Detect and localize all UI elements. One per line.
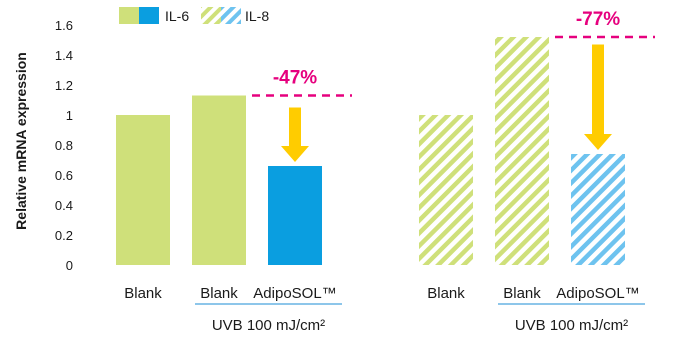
legend: IL-6 IL-8 [119, 7, 269, 24]
bar-il-6-2 [268, 166, 322, 265]
y-tick-label: 0.8 [55, 138, 73, 153]
group-label: UVB 100 mJ/cm² [515, 317, 628, 334]
arrow-shaft [289, 107, 301, 146]
group-label: UVB 100 mJ/cm² [212, 317, 325, 334]
category-label: AdipoSOL™ [253, 285, 336, 302]
bar-il-8-2 [571, 154, 625, 265]
legend-swatch-il6-light [119, 7, 139, 24]
category-label: AdipoSOL™ [556, 285, 639, 302]
legend-swatch-il8-dark [221, 7, 241, 24]
category-label: Blank [124, 285, 162, 302]
y-axis-ticks: 0 0.2 0.4 0.6 0.8 1 1.2 1.4 1.6 [55, 18, 73, 273]
category-label: Blank [503, 285, 541, 302]
legend-swatch-il8-light [201, 7, 221, 24]
legend-swatch-il6-dark [139, 7, 159, 24]
y-tick-label: 1.4 [55, 48, 73, 63]
arrow-shaft [592, 44, 604, 134]
y-tick-label: 1.6 [55, 18, 73, 33]
arrow-head [281, 146, 309, 162]
y-tick-label: 0.6 [55, 168, 73, 183]
bar-il-6-0 [116, 115, 170, 265]
y-tick-label: 1.2 [55, 78, 73, 93]
y-tick-label: 0.2 [55, 228, 73, 243]
category-label: Blank [427, 285, 465, 302]
y-tick-label: 0 [66, 258, 73, 273]
annotations: -47% -77% [252, 9, 655, 162]
y-axis-label: Relative mRNA expression [13, 52, 29, 230]
legend-label-il6: IL-6 [165, 8, 189, 24]
arrow-head [584, 134, 612, 150]
y-tick-label: 1 [66, 108, 73, 123]
percent-change-label: -47% [273, 68, 317, 89]
bar-il-8-0 [419, 115, 473, 265]
bars [116, 37, 625, 265]
legend-label-il8: IL-8 [245, 8, 269, 24]
group-brackets: UVB 100 mJ/cm² UVB 100 mJ/cm² [195, 303, 645, 334]
y-tick-label: 0.4 [55, 198, 73, 213]
category-label: Blank [200, 285, 238, 302]
bar-il-6-1 [192, 95, 246, 265]
percent-change-label: -77% [576, 9, 620, 30]
x-axis-labels: Blank Blank AdipoSOL™ Blank Blank AdipoSOL™ [124, 285, 639, 302]
bar-il-8-1 [495, 37, 549, 265]
